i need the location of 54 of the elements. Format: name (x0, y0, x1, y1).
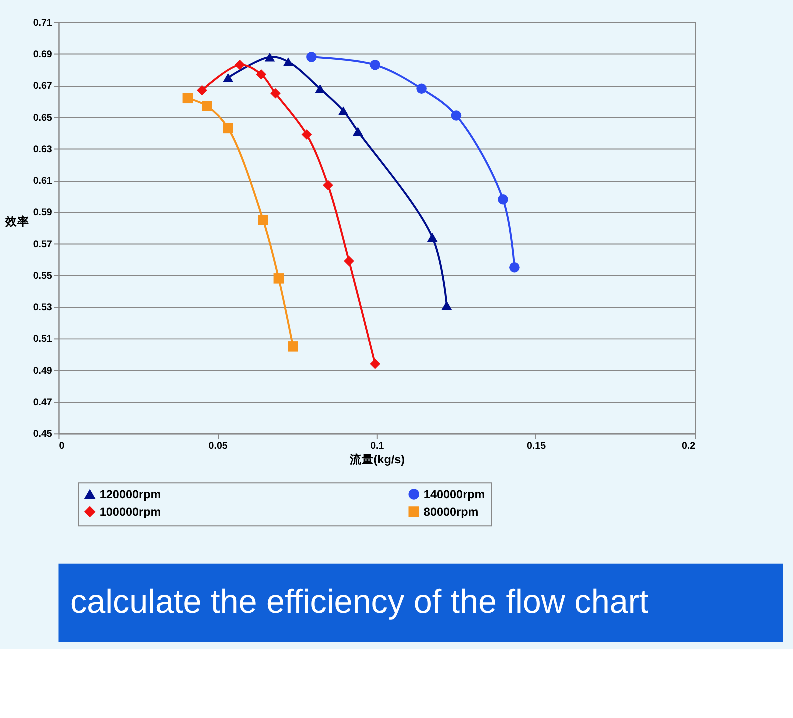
y-tick-label: 0.45 (33, 429, 53, 440)
point (416, 84, 427, 94)
y-tick-label: 0.63 (33, 144, 53, 156)
point (451, 110, 462, 121)
point (344, 256, 354, 266)
y-tick-label: 0.55 (33, 270, 53, 282)
point (353, 127, 364, 136)
legend-label: 100000rpm (100, 506, 162, 519)
y-tick-label: 0.59 (33, 208, 53, 219)
point (223, 73, 234, 82)
point (258, 215, 268, 226)
point (270, 88, 281, 99)
y-tick-label: 0.49 (33, 366, 53, 377)
legend-label: 140000rpm (424, 488, 486, 502)
point (510, 262, 520, 273)
point (370, 358, 380, 370)
point (498, 194, 508, 205)
x-tick-label: 0.1 (370, 440, 385, 452)
y-tick-label: 0.51 (33, 334, 53, 346)
point (338, 106, 349, 116)
point (315, 84, 326, 94)
y-tick-label: 0.71 (33, 18, 53, 29)
x-tick-label: 0.2 (682, 440, 696, 452)
point (256, 70, 267, 80)
y-tick-label: 0.61 (33, 176, 53, 188)
point (306, 52, 317, 62)
point (288, 342, 298, 352)
point (442, 301, 452, 310)
x-tick-label: 0.15 (526, 440, 547, 452)
point (370, 60, 380, 70)
point (202, 101, 212, 112)
y-tick-label: 0.69 (33, 50, 53, 61)
y-tick-label: 0.47 (33, 397, 53, 408)
point (283, 58, 294, 66)
legend-label: 80000rpm (424, 506, 479, 519)
point (182, 93, 194, 104)
point (302, 130, 312, 140)
legend-label: 120000rpm (100, 488, 162, 502)
point (323, 180, 334, 190)
point (264, 52, 276, 62)
point (197, 85, 208, 96)
y-axis-title: 效率 (4, 214, 30, 229)
x-tick-label: 0.05 (208, 440, 228, 452)
y-tick-label: 0.67 (33, 81, 53, 92)
point (427, 233, 438, 242)
y-tick-label: 0.65 (33, 112, 53, 124)
x-axis-title: 流量(kg/s) (348, 452, 406, 467)
point (274, 274, 284, 284)
y-tick-label: 0.53 (33, 302, 53, 314)
y-tick-label: 0.57 (33, 239, 53, 250)
point (223, 123, 234, 134)
text: calculate the efficiency of the flow chart (70, 584, 649, 621)
x-tick-label: 0 (59, 440, 66, 452)
point (234, 60, 246, 70)
